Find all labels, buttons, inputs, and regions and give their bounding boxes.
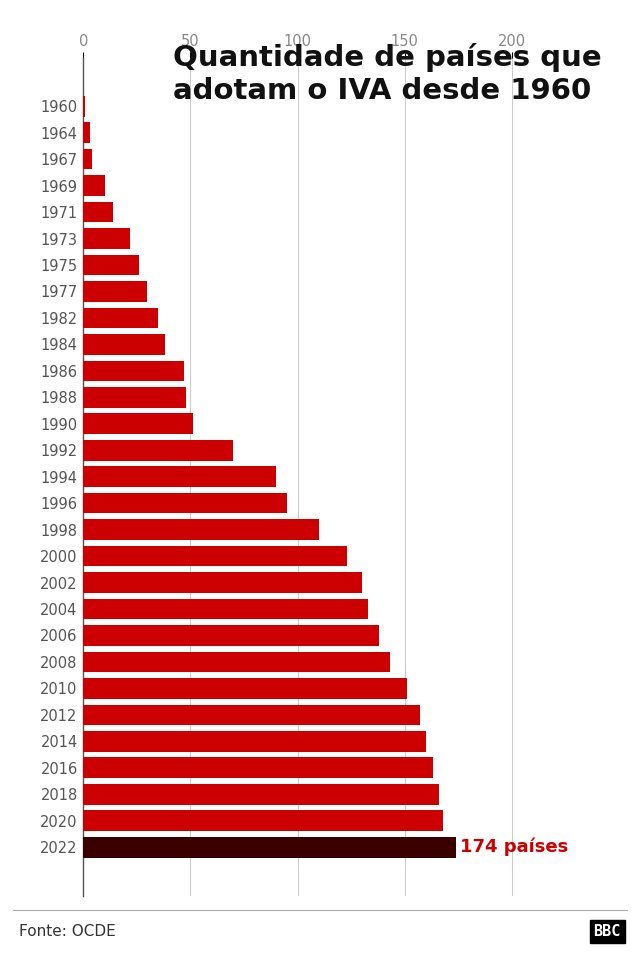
Bar [83,175,104,195]
Bar [83,254,139,275]
Bar [83,201,113,222]
Bar [83,334,164,354]
Bar [83,413,193,434]
Bar [83,678,407,699]
Bar [83,599,368,619]
Bar [83,440,233,460]
Text: Quantidade de países que
adotam o IVA desde 1960: Quantidade de países que adotam o IVA de… [173,43,602,105]
Text: Fonte: OCDE: Fonte: OCDE [19,924,116,939]
Bar [83,837,456,857]
Bar [83,387,186,407]
Bar [83,96,85,117]
Bar [83,466,276,487]
Bar [83,307,158,328]
Text: BBC: BBC [593,924,621,939]
Bar [83,149,92,169]
Bar [83,652,390,672]
Bar [83,493,287,513]
Bar [83,731,426,752]
Bar [83,519,319,540]
Bar [83,705,420,725]
Text: 174 países: 174 países [460,838,569,856]
Bar [83,784,439,804]
Bar [83,122,90,143]
Bar [83,572,362,593]
Bar [83,811,444,831]
Bar [83,281,147,301]
Bar [83,758,433,778]
Bar [83,546,347,566]
Bar [83,625,379,646]
Bar [83,360,184,381]
Bar [83,228,131,248]
